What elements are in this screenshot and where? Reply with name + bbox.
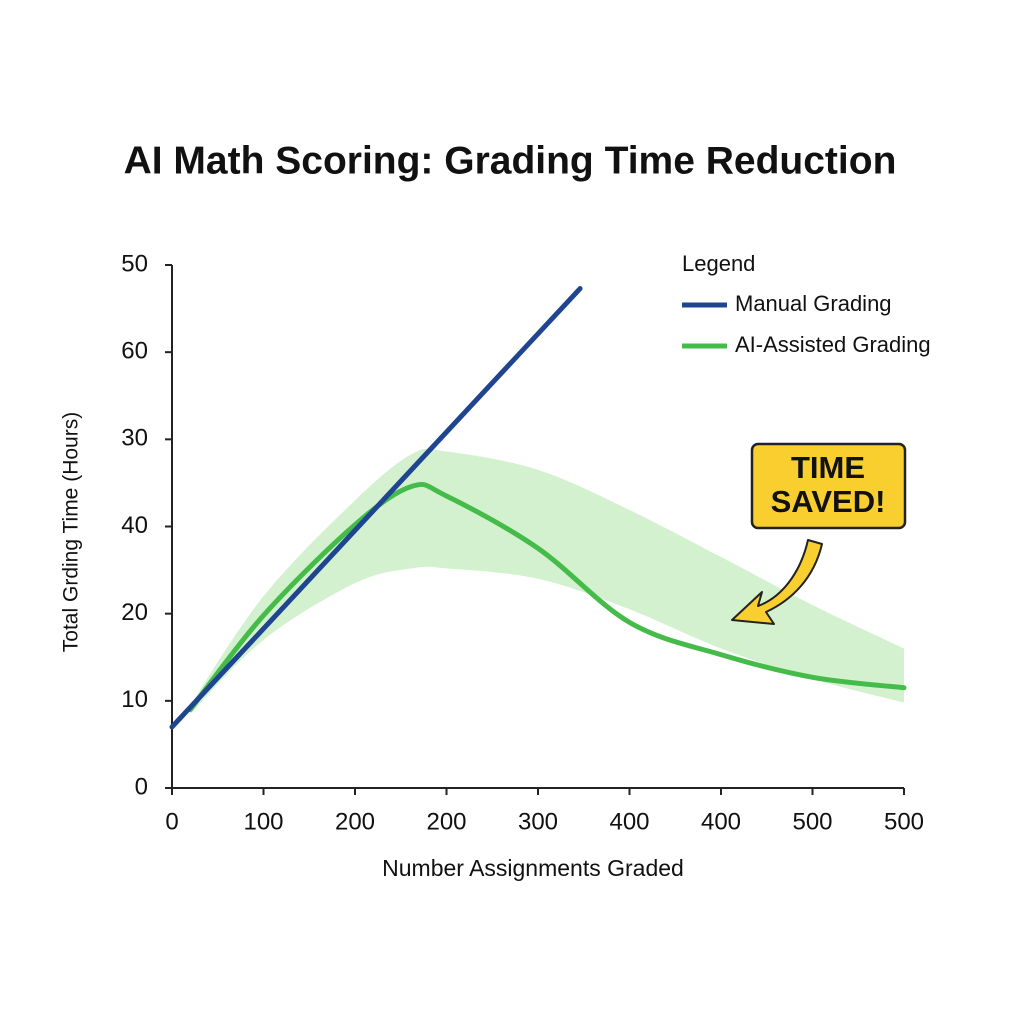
series-line — [187, 481, 907, 713]
y-axis-label: Total Grding Time (Hours) — [60, 412, 83, 652]
x-tick-label: 200 — [335, 808, 375, 835]
x-tick-label: 500 — [884, 808, 924, 835]
annotation-text: TIME — [791, 450, 865, 485]
chart-title: AI Math Scoring: Grading Time Reduction — [124, 139, 897, 182]
x-tick-label: 200 — [426, 808, 466, 835]
legend-label: Manual Grading — [735, 291, 892, 316]
annotation-text: SAVED! — [771, 484, 886, 519]
y-tick-label: 10 — [121, 686, 148, 713]
legend-title: Legend — [682, 251, 755, 276]
y-tick-label: 50 — [121, 250, 148, 277]
y-tick-label: 40 — [121, 512, 148, 539]
x-tick-label: 400 — [701, 808, 741, 835]
x-axis-label: Number Assignments Graded — [382, 855, 684, 881]
x-tick-label: 500 — [792, 808, 832, 835]
series-line — [169, 286, 583, 730]
x-tick-label: 400 — [609, 808, 649, 835]
y-tick-label: 20 — [121, 599, 148, 626]
annotation-arrow — [731, 539, 823, 625]
x-tick-label: 300 — [518, 808, 558, 835]
annotation-box — [750, 442, 907, 530]
y-tick-label: 0 — [135, 773, 148, 800]
x-tick-label: 100 — [243, 808, 283, 835]
y-tick-label: 30 — [121, 425, 148, 452]
x-tick-label: 0 — [165, 808, 178, 835]
y-tick-label: 60 — [121, 338, 148, 365]
legend-label: AI-Assisted Grading — [735, 332, 931, 357]
